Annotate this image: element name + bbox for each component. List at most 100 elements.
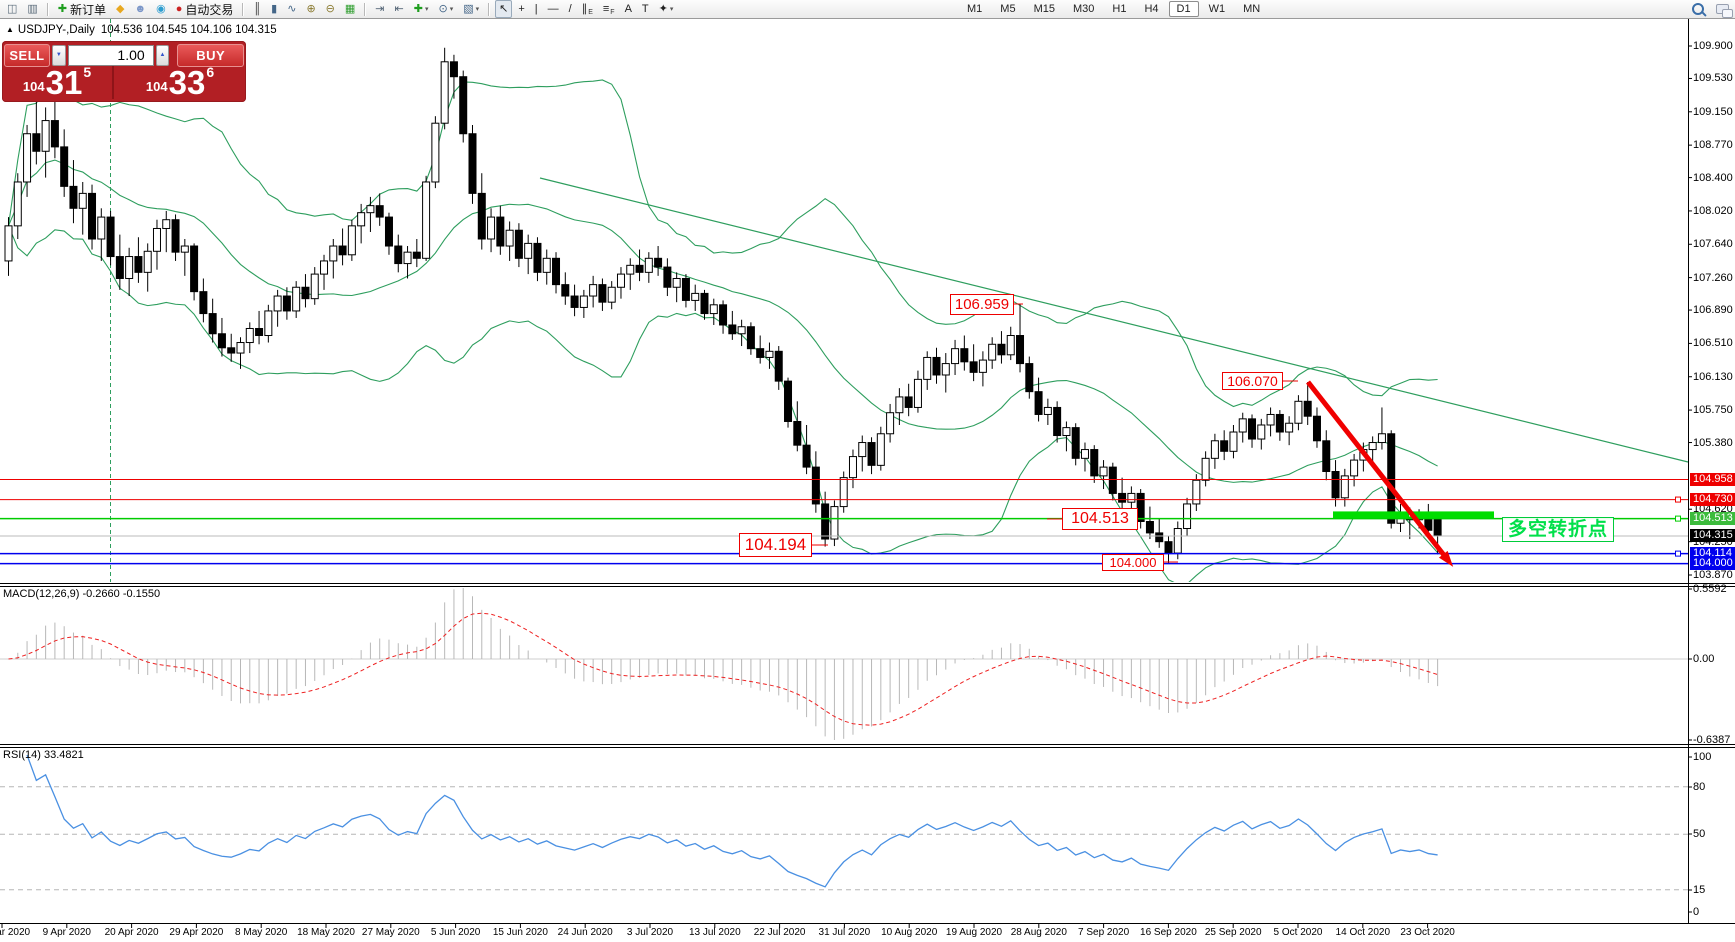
sell-button[interactable]: SELL	[4, 43, 50, 67]
periods-button[interactable]: ⊙ ▾	[438, 3, 454, 15]
rsi-scale-0: 0	[1693, 906, 1700, 918]
price-axis-label: 108.400	[1693, 171, 1733, 184]
line-chart-icon[interactable]: ∿	[283, 0, 300, 18]
price-axis-label: 106.890	[1693, 304, 1733, 317]
price-annotation-106.070[interactable]: 106.070	[1222, 372, 1283, 390]
timeframe-h4[interactable]: H4	[1144, 3, 1159, 15]
symbol-ohlc-values: 104.536 104.545 104.106 104.315	[100, 24, 277, 36]
zoom-out-icon[interactable]: ⊖	[322, 0, 339, 18]
timeframe-w1[interactable]: W1	[1208, 3, 1226, 15]
signals-icon-glyph: ◉	[156, 3, 166, 15]
rsi-indicator-label: RSI(14) 33.4821	[3, 749, 84, 761]
date-label: 20 Apr 2020	[104, 927, 159, 938]
bar-chart-icon[interactable]: ║	[249, 0, 265, 18]
date-label: 18 May 2020	[297, 927, 355, 938]
profiles-icon-glyph: ☻	[134, 3, 147, 15]
date-label: 15 Jun 2020	[492, 927, 548, 938]
cursor-icon[interactable]: ↖	[495, 0, 513, 18]
indicators-button[interactable]: ✚ ▾	[413, 3, 429, 15]
price-annotation-104.194[interactable]: 104.194	[739, 533, 812, 557]
timeframe-m15[interactable]: M15	[1033, 3, 1055, 15]
profiles-icon[interactable]: ☻	[131, 0, 151, 18]
timeframe-m1[interactable]: M1	[967, 3, 983, 15]
auto-scroll-icon[interactable]: ⇥	[371, 0, 388, 18]
date-label: 22 Jul 2020	[753, 927, 806, 938]
text-label-icon[interactable]: T	[638, 0, 653, 18]
timeframe-m5[interactable]: M5	[1000, 3, 1016, 15]
timeframe-h1[interactable]: H1	[1112, 3, 1127, 15]
date-label: 25 Sep 2020	[1204, 927, 1262, 938]
date-label: 16 Sep 2020	[1140, 927, 1197, 938]
price-level-lines[interactable]	[0, 479, 1688, 565]
arrows-icon-glyph: ✦	[658, 3, 668, 15]
tile-windows-icon[interactable]: ▦	[341, 0, 359, 18]
text-icon-glyph: A	[624, 3, 632, 15]
price-axis-label: 108.770	[1693, 139, 1733, 152]
volume-increase-button[interactable]: ▲	[155, 44, 170, 66]
equidistant-channel-icon[interactable]: ∥ E	[581, 3, 593, 16]
new-order-button-label: 新订单	[70, 2, 107, 17]
crosshair-icon[interactable]: +	[514, 0, 528, 18]
price-annotation-104.000[interactable]: 104.000	[1102, 554, 1164, 571]
line-marker[interactable]	[1675, 496, 1681, 503]
chart-note-text[interactable]: 多空转折点	[1502, 517, 1614, 542]
arrows-icon[interactable]: ✦ ▾	[658, 3, 674, 15]
chat-icon[interactable]	[1716, 4, 1733, 18]
bid-price-display[interactable]: 104 31 5	[2, 64, 112, 99]
rsi-line	[26, 754, 1438, 888]
buy-button[interactable]: BUY	[177, 43, 244, 67]
periods-button-glyph: ⊙	[438, 3, 448, 15]
volume-input[interactable]	[67, 44, 154, 66]
chart-window-icon[interactable]: ◫	[3, 0, 21, 18]
timeframe-mn[interactable]: MN	[1243, 3, 1261, 15]
templates-button[interactable]: ▧ ▾	[463, 3, 480, 15]
time-scale[interactable]: 31 Mar 2020 9 Apr 2020 20 Apr 2020 29 Apr 2…	[0, 924, 1735, 942]
cursor-icon-glyph: ↖	[499, 3, 509, 15]
price-annotation-104.513[interactable]: 104.513	[1062, 508, 1138, 530]
date-label: 3 Jul 2020	[626, 927, 674, 938]
trendline-icon[interactable]: /	[565, 0, 576, 18]
zoom-in-icon[interactable]: ⊕	[302, 0, 319, 18]
search-icon[interactable]	[1692, 3, 1704, 15]
timeframe-m30[interactable]: M30	[1072, 3, 1095, 15]
date-label: 8 May 2020	[235, 927, 288, 938]
volume-decrease-button[interactable]: ▼	[52, 44, 66, 66]
one-click-trading-panel: SELL ▼ ▲ BUY 104 31 5 104 33 6	[2, 41, 246, 102]
line-marker[interactable]	[1675, 550, 1681, 557]
chart-shift-icon[interactable]: ⇤	[391, 0, 408, 18]
descending-trendline[interactable]	[539, 177, 1689, 463]
candlestick-chart-icon-glyph: ▮	[271, 3, 278, 15]
date-label: 29 Apr 2020	[169, 927, 224, 938]
window-separator[interactable]	[0, 582, 1735, 587]
ask-big-digits: 33	[168, 63, 206, 101]
vertical-line-icon[interactable]: |	[531, 0, 542, 18]
date-label: 14 Oct 2020	[1335, 927, 1391, 938]
signals-icon[interactable]: ◉	[152, 0, 170, 18]
line-marker[interactable]	[1675, 515, 1681, 522]
window-separator[interactable]	[0, 743, 1735, 748]
timeframe-d1[interactable]: D1	[1168, 1, 1199, 17]
line-chart-icon-glyph: ∿	[287, 3, 297, 15]
ask-price-display[interactable]: 104 33 6	[112, 63, 246, 101]
price-axis-label: 109.900	[1693, 40, 1733, 52]
date-label: 28 Aug 2020	[1010, 927, 1067, 938]
candlestick-chart-icon[interactable]: ▮	[267, 0, 281, 18]
market-watch-icon[interactable]: ▥	[23, 0, 41, 18]
candles-layer	[4, 47, 1442, 564]
macd-scale-zero: 0.00	[1693, 653, 1715, 665]
autotrading-button[interactable]: ● 自动交易	[172, 0, 238, 18]
chart-plot-area[interactable]	[0, 18, 1735, 942]
one-click-collapse-icon[interactable]: ▲	[6, 25, 14, 34]
price-scale[interactable]: 109.900 109.530 109.150 108.770 108.400 108.0…	[1689, 18, 1735, 924]
rsi-scale-15: 15	[1693, 884, 1706, 896]
price-annotation-106.959[interactable]: 106.959	[950, 294, 1014, 315]
trend-arrow[interactable]	[1306, 380, 1449, 561]
fibonacci-icon[interactable]: ≡ F	[602, 3, 615, 16]
text-icon[interactable]: A	[621, 0, 636, 18]
new-order-button[interactable]: ✚ 新订单	[54, 0, 110, 18]
bollinger-upper-line	[7, 79, 1438, 408]
horizontal-line-icon[interactable]: —	[544, 0, 563, 18]
toolbar-separator	[46, 2, 49, 16]
toolbar-separator	[242, 2, 245, 16]
styler-icon[interactable]: ◆	[112, 0, 128, 18]
